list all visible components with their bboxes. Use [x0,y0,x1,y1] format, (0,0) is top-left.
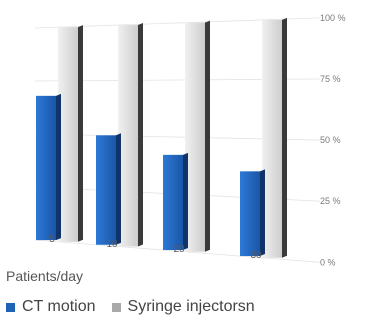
y-tick-label: 100 % [320,13,346,23]
bar-syringe-injectors [58,27,78,242]
bar-blue-side [183,152,188,251]
legend-item-syringe-injectors: Syringe injectorsn [111,298,255,316]
y-tick-label: 25 % [320,196,341,206]
x-axis-label: Patients/day [6,268,84,284]
gridline [34,239,321,263]
y-tick-label: 50 % [320,135,341,145]
legend-swatch-syringe-injectors [111,302,121,312]
legend-label-ct-motion: CT motion [22,298,96,315]
x-tick-label: 10 [106,239,118,250]
bar-gray-side [78,25,83,242]
y-tick-label: 75 % [320,74,341,84]
bar-ct-motion [240,171,260,257]
legend-item-ct-motion: CT motion [6,298,96,316]
x-tick-label: 20 [173,244,185,255]
bar-syringe-injectors [185,22,205,252]
bar-ct-motion [96,135,116,245]
legend-label-syringe-injectors: Syringe injectorsn [127,298,255,315]
x-tick-label: 5 [49,234,55,245]
bar-blue-side [56,93,61,241]
x-tick-label: 30 [250,250,262,261]
y-axis-ticks: 0 % 25 % 50 % 75 % 100 % [320,13,346,267]
bar-ct-motion [163,154,183,251]
bars [36,17,287,258]
legend-swatch-ct-motion [6,302,15,312]
bar-blue-side [116,133,121,245]
bar-gray-side [205,20,210,252]
bar-syringe-injectors [262,19,282,258]
legend: CT motion Syringe injectorsn [6,298,271,316]
bar-ct-motion [36,95,56,241]
x-axis-categories: 5 10 20 30 [49,234,262,261]
bar-blue-side [260,169,265,257]
bar-gray-side [282,17,287,258]
y-tick-label: 0 % [320,257,336,267]
bar-gray-side [138,23,143,247]
bar-syringe-injectors [118,25,138,247]
